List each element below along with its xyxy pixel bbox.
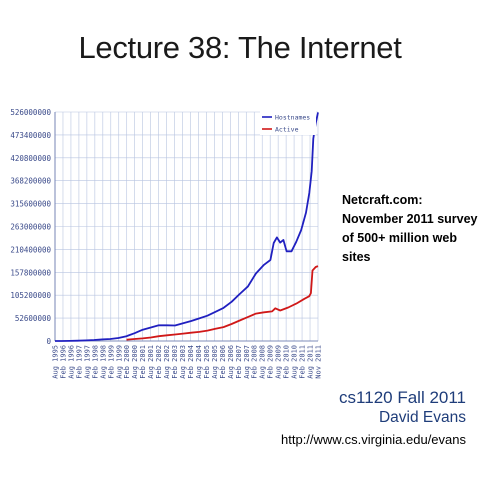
x-tick-label: Aug 2008 [259, 345, 267, 379]
x-tick-label: Feb 1998 [91, 345, 99, 379]
x-tick-label: Aug 2004 [195, 345, 203, 379]
chart-axes: 5260000004734000004208000003682000003156… [10, 108, 322, 379]
series-line-active [126, 265, 319, 341]
x-tick-label: Feb 2005 [203, 345, 211, 379]
x-tick-label: Aug 2011 [307, 345, 315, 379]
x-tick-label: Feb 2008 [251, 345, 259, 379]
chart-legend: Hostnames Active [260, 111, 316, 135]
x-tick-label: Feb 2001 [139, 345, 147, 379]
x-tick-label: Aug 2006 [227, 345, 235, 379]
note-line: November 2011 survey [342, 212, 478, 226]
note-line: of 500+ million web [342, 231, 457, 245]
x-tick-label: Aug 2000 [131, 345, 139, 379]
x-tick-label: Feb 2007 [235, 345, 243, 379]
legend-label: Active [275, 126, 299, 134]
x-tick-label: Feb 2002 [155, 345, 163, 379]
author-url[interactable]: http://www.cs.virginia.edu/evans [281, 432, 466, 447]
y-tick-label: 105200000 [10, 291, 51, 300]
x-tick-label: Aug 2003 [179, 345, 187, 379]
x-tick-label: Aug 1996 [67, 345, 75, 379]
x-tick-label: Nov 2011 [315, 345, 323, 379]
legend-box [260, 111, 316, 135]
series-line-hostnames [55, 112, 319, 342]
x-tick-label: Aug 1998 [99, 345, 107, 379]
y-tick-label: 157800000 [10, 268, 51, 277]
x-tick-label: Aug 2002 [163, 345, 171, 379]
x-tick-label: Aug 1999 [115, 345, 123, 379]
x-tick-label: Aug 2009 [275, 345, 283, 379]
x-tick-label: Feb 2006 [219, 345, 227, 379]
x-tick-label: Feb 2000 [123, 345, 131, 379]
x-tick-label: Feb 2011 [299, 345, 307, 379]
y-tick-label: 210400000 [10, 245, 51, 254]
x-tick-label: Aug 2005 [211, 345, 219, 379]
course-info: cs1120 Fall 2011 David Evans [339, 388, 466, 428]
author-name: David Evans [378, 409, 466, 426]
slide-title: Lecture 38: The Internet [78, 30, 402, 65]
y-tick-label: 0 [46, 337, 51, 346]
chart-series [55, 112, 319, 342]
y-tick-label: 526000000 [10, 108, 51, 117]
x-tick-label: Feb 1999 [107, 345, 115, 379]
x-tick-label: Feb 1997 [75, 345, 83, 379]
x-tick-label: Feb 2004 [187, 345, 195, 379]
x-tick-label: Aug 1997 [83, 345, 91, 379]
x-tick-label: Feb 1996 [59, 345, 67, 379]
x-tick-label: Aug 2007 [243, 345, 251, 379]
x-tick-label: Feb 2003 [171, 345, 179, 379]
y-tick-label: 263000000 [10, 223, 51, 232]
netcraft-chart: 5260000004734000004208000003682000003156… [10, 108, 322, 379]
x-tick-label: Aug 2010 [291, 345, 299, 379]
y-tick-label: 368200000 [10, 177, 51, 186]
y-tick-label: 52600000 [15, 314, 52, 323]
course-name: cs1120 Fall 2011 [339, 388, 466, 407]
y-tick-label: 315600000 [10, 200, 51, 209]
x-tick-label: Feb 2009 [267, 345, 275, 379]
survey-note: Netcraft.com: November 2011 survey of 50… [342, 191, 478, 267]
x-tick-label: Feb 2010 [283, 345, 291, 379]
note-line: sites [342, 250, 371, 264]
note-line: Netcraft.com: [342, 193, 423, 207]
y-tick-label: 473400000 [10, 131, 51, 140]
x-tick-label: Aug 1995 [52, 345, 60, 379]
y-tick-label: 420800000 [10, 154, 51, 163]
x-tick-label: Aug 2001 [147, 345, 155, 379]
chart-grid [54, 111, 319, 342]
legend-label: Hostnames [275, 114, 310, 122]
